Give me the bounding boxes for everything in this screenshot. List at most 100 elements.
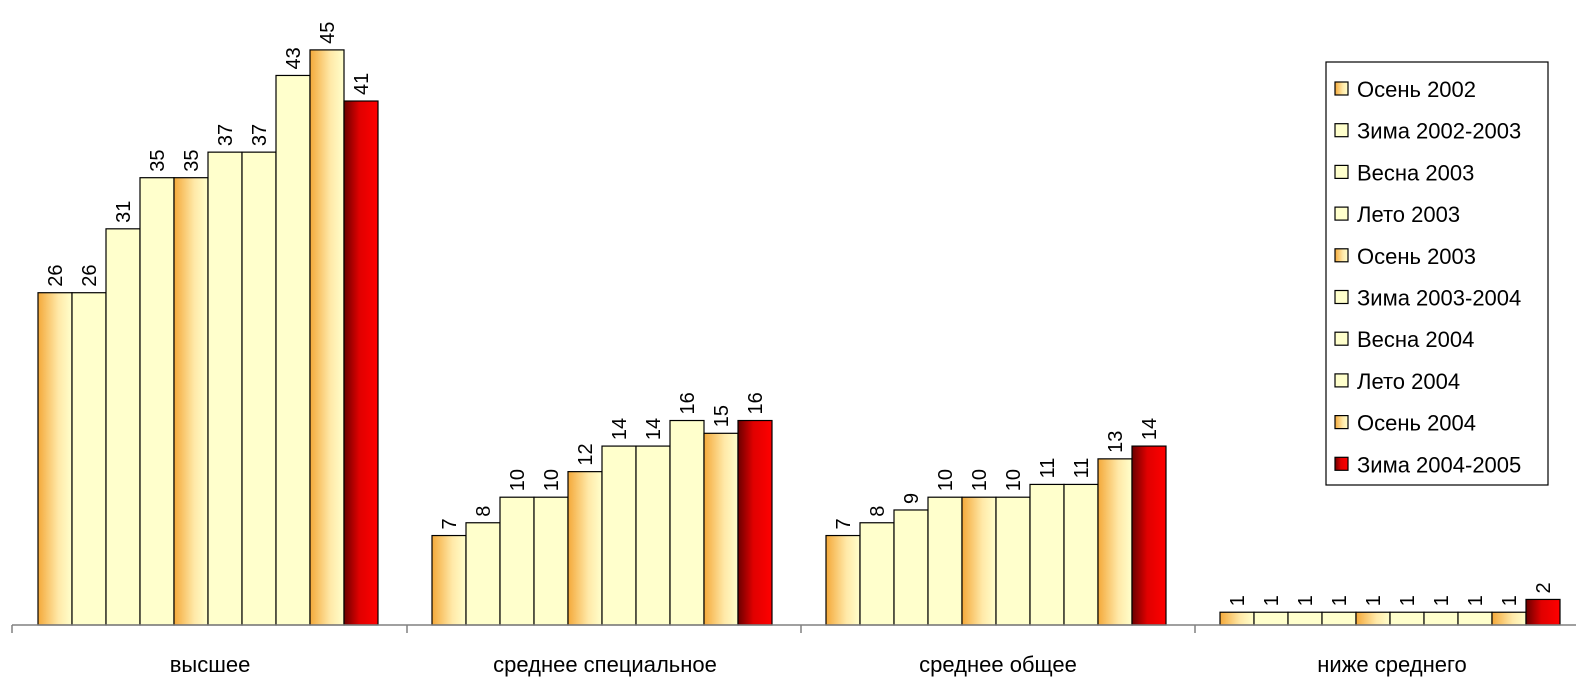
bar	[1254, 612, 1288, 625]
data-label: 45	[317, 22, 339, 44]
legend-swatch	[1335, 332, 1348, 345]
bar	[466, 523, 500, 625]
data-label: 13	[1105, 431, 1127, 453]
data-label: 15	[711, 405, 733, 427]
category-label: высшее	[170, 652, 251, 677]
data-label: 1	[1227, 595, 1249, 606]
data-label: 14	[1139, 418, 1161, 440]
bar	[704, 433, 738, 625]
bar	[1132, 446, 1166, 625]
bar	[1030, 484, 1064, 625]
data-label: 2	[1533, 582, 1555, 593]
legend-label: Зима 2002-2003	[1357, 119, 1521, 144]
bar	[38, 293, 72, 625]
data-label: 1	[1295, 595, 1317, 606]
bar	[534, 497, 568, 625]
bar	[174, 178, 208, 625]
bar	[1492, 612, 1526, 625]
bar	[602, 446, 636, 625]
legend-swatch	[1335, 374, 1348, 387]
data-label: 11	[1071, 458, 1093, 479]
bar	[1064, 484, 1098, 625]
data-label: 35	[147, 149, 169, 171]
bar	[1458, 612, 1492, 625]
bar	[242, 152, 276, 625]
data-label: 8	[473, 506, 495, 517]
bar	[894, 510, 928, 625]
data-label: 1	[1431, 595, 1453, 606]
legend-swatch	[1335, 291, 1348, 304]
bar	[72, 293, 106, 625]
bar	[276, 75, 310, 625]
data-label: 10	[969, 469, 991, 491]
legend-label: Осень 2004	[1357, 411, 1476, 436]
bar	[1390, 612, 1424, 625]
bar	[1322, 612, 1356, 625]
data-label: 10	[541, 469, 563, 491]
legend-swatch	[1335, 124, 1348, 137]
data-label: 37	[249, 124, 271, 146]
data-label: 26	[79, 264, 101, 286]
x-axis: высшее среднее специальное среднее общее ни…	[12, 625, 1576, 677]
bar	[738, 421, 772, 625]
bar	[208, 152, 242, 625]
bar	[996, 497, 1030, 625]
legend-swatch	[1335, 416, 1348, 429]
legend-label: Зима 2004-2005	[1357, 452, 1521, 477]
bar	[344, 101, 378, 625]
data-label: 14	[609, 418, 631, 440]
data-label: 8	[867, 506, 889, 517]
category-label: среднее общее	[919, 652, 1077, 677]
bar	[962, 497, 996, 625]
category-label: среднее специальное	[493, 652, 717, 677]
data-label: 1	[1465, 595, 1487, 606]
data-label: 7	[833, 518, 855, 529]
data-label: 41	[351, 73, 373, 95]
legend-label: Лето 2003	[1357, 202, 1460, 227]
legend-label: Лето 2004	[1357, 369, 1460, 394]
legend-label: Весна 2004	[1357, 327, 1474, 352]
legend-label: Осень 2002	[1357, 77, 1476, 102]
bar	[670, 421, 704, 625]
data-label: 43	[283, 47, 305, 69]
category-label: ниже среднего	[1317, 652, 1467, 677]
legend-swatch	[1335, 457, 1348, 470]
bar	[568, 472, 602, 625]
legend-swatch	[1335, 82, 1348, 95]
bar	[826, 536, 860, 625]
bar	[1220, 612, 1254, 625]
data-label: 1	[1261, 595, 1283, 606]
bar	[1526, 599, 1560, 625]
bar	[1424, 612, 1458, 625]
bar	[310, 50, 344, 625]
data-label: 1	[1363, 595, 1385, 606]
legend: Осень 2002 Зима 2002-2003 Весна 2003 Лето 2…	[1326, 62, 1548, 485]
data-label: 12	[575, 443, 597, 465]
data-label: 1	[1499, 595, 1521, 606]
data-label: 31	[113, 201, 135, 223]
data-label: 10	[507, 469, 529, 491]
data-label: 1	[1397, 595, 1419, 606]
legend-swatch	[1335, 249, 1348, 262]
bar	[1288, 612, 1322, 625]
legend-label: Зима 2003-2004	[1357, 286, 1521, 311]
data-label: 7	[439, 518, 461, 529]
bar	[928, 497, 962, 625]
bar	[106, 229, 140, 625]
bar	[1356, 612, 1390, 625]
data-label: 14	[643, 418, 665, 440]
bar	[860, 523, 894, 625]
data-label: 10	[1003, 469, 1025, 491]
bar	[636, 446, 670, 625]
legend-swatch	[1335, 207, 1348, 220]
data-label: 10	[935, 469, 957, 491]
data-label: 1	[1329, 595, 1351, 606]
data-label: 37	[215, 124, 237, 146]
legend-swatch	[1335, 165, 1348, 178]
legend-label: Весна 2003	[1357, 160, 1474, 185]
data-label: 35	[181, 149, 203, 171]
data-label: 16	[677, 392, 699, 414]
bar	[1098, 459, 1132, 625]
bar	[500, 497, 534, 625]
